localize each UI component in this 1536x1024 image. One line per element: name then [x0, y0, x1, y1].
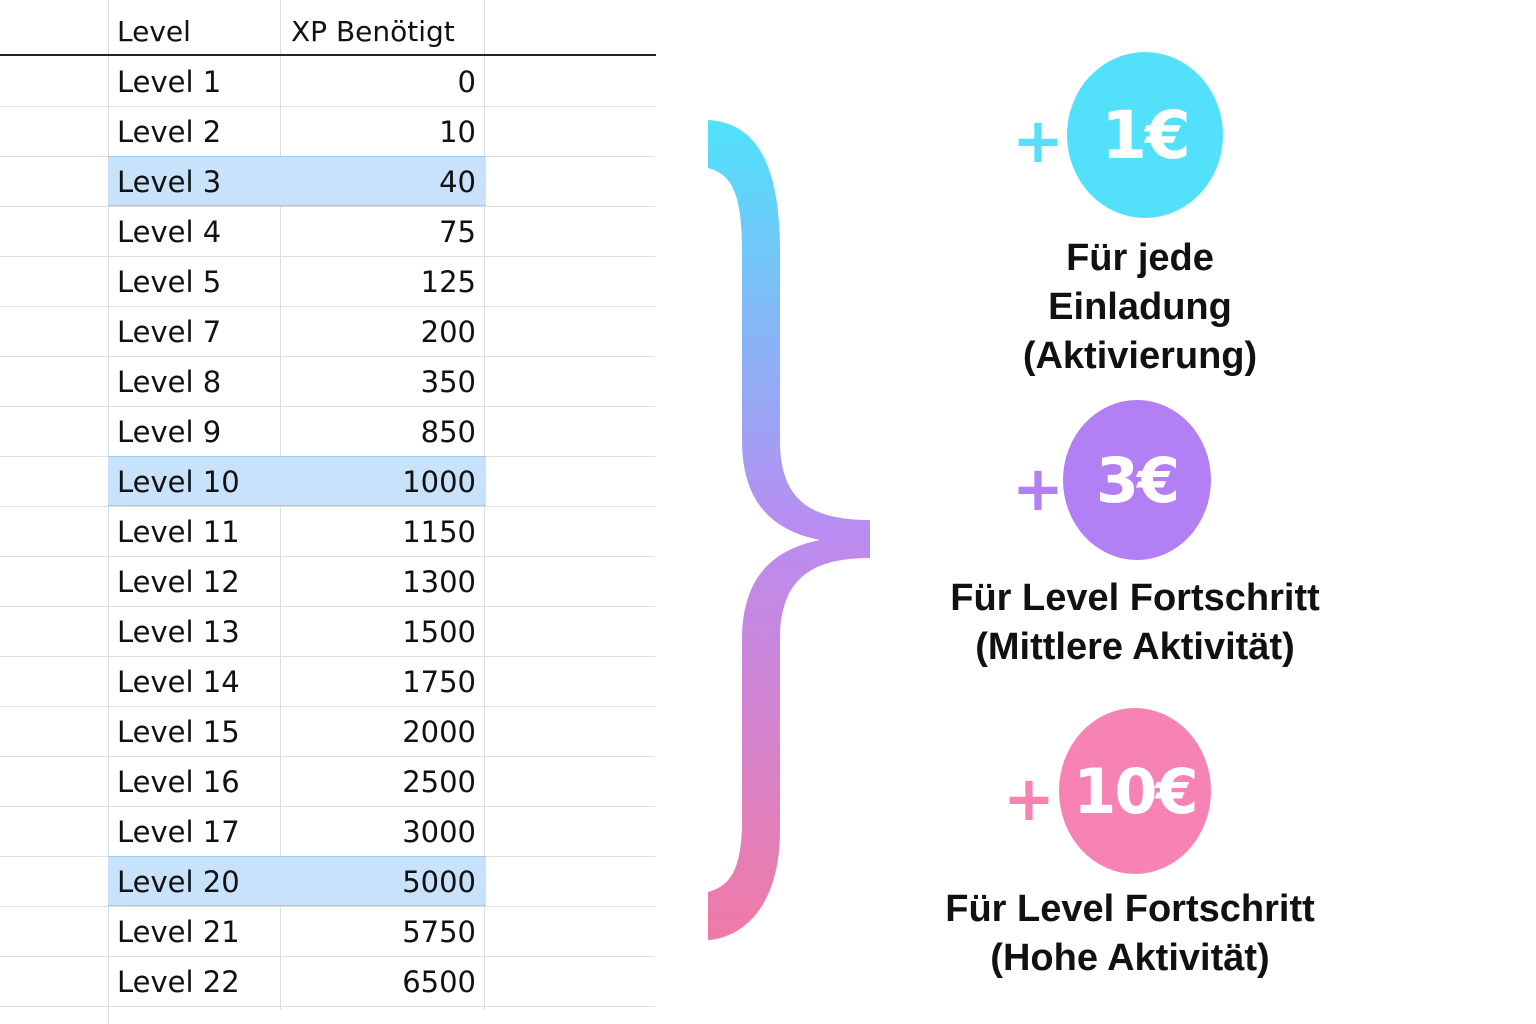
table-row: Level 22 6500 [0, 956, 655, 1007]
level-cell: Level 2 [117, 115, 222, 149]
table-row: Level 21 5750 [0, 906, 655, 957]
xp-cell: 1150 [402, 515, 476, 549]
table-row: Level 11 1150 [0, 506, 655, 557]
level-cell: Level 10 [117, 465, 240, 499]
reward-description: Für Level Fortschritt (Hohe Aktivität) [945, 888, 1315, 979]
xp-cell: 40 [439, 165, 476, 199]
xp-cell: 1000 [402, 465, 476, 499]
xp-cell: 2500 [402, 765, 476, 799]
xp-cell: 5750 [402, 915, 476, 949]
reward-amount-badge: 1€ [1067, 52, 1223, 218]
level-cell: Level 15 [117, 715, 240, 749]
level-cell: Level 9 [117, 415, 222, 449]
row-highlight [108, 156, 486, 206]
level-cell: Level 17 [117, 815, 240, 849]
table-row: Level 15 2000 [0, 706, 655, 757]
xp-cell: 850 [420, 415, 476, 449]
table-row: Level 8 350 [0, 356, 655, 407]
table-row: Level 14 1750 [0, 656, 655, 707]
reward-amount-badge: 10€ [1059, 708, 1211, 874]
table-row: Level 10 1000 [0, 456, 655, 507]
xp-cell: 125 [420, 265, 476, 299]
plus-icon: + [1003, 762, 1055, 835]
level-cell: Level 12 [117, 565, 240, 599]
xp-cell: 75 [439, 215, 476, 249]
xp-cell: 10 [439, 115, 476, 149]
xp-cell: 200 [420, 315, 476, 349]
table-row: Level 20 5000 [0, 856, 655, 907]
xp-cell: 2000 [402, 715, 476, 749]
level-cell: Level 20 [117, 865, 240, 899]
reward-description: Für Level Fortschritt (Mittlere Aktivitä… [950, 577, 1320, 668]
reward-description: Für jede Einladung (Aktivierung) [1022, 237, 1258, 377]
level-cell: Level 5 [117, 265, 222, 299]
level-cell: Level 8 [117, 365, 222, 399]
level-cell: Level 21 [117, 915, 240, 949]
level-cell: Level 3 [117, 165, 222, 199]
column-divider [108, 0, 109, 1024]
header-xp-required: XP Benötigt [291, 15, 455, 48]
level-cell: Level 1 [117, 65, 222, 99]
plus-icon: + [1012, 104, 1064, 177]
level-cell: Level 11 [117, 515, 240, 549]
table-row: Level 12 1300 [0, 556, 655, 607]
table-row: Level 5 125 [0, 256, 655, 307]
table-row: Level 3 40 [0, 156, 655, 207]
reward-amount-badge: 3€ [1063, 400, 1211, 560]
table-row: Level 4 75 [0, 206, 655, 257]
level-cell: Level 4 [117, 215, 222, 249]
table-row: Level 16 2500 [0, 756, 655, 807]
row-highlight [108, 456, 486, 506]
table-row: Level 7 200 [0, 306, 655, 357]
table-row: Level 2 10 [0, 106, 655, 157]
level-cell: Level 7 [117, 315, 222, 349]
level-cell: Level 16 [117, 765, 240, 799]
xp-cell: 1500 [402, 615, 476, 649]
xp-cell: 5000 [402, 865, 476, 899]
level-cell: Level 22 [117, 965, 240, 999]
row-highlight [108, 856, 486, 906]
xp-cell: 1300 [402, 565, 476, 599]
header-level: Level [117, 15, 191, 48]
plus-icon: + [1012, 452, 1064, 525]
xp-level-table: Level XP Benötigt Level 1 0 Level 2 10 Level… [0, 0, 660, 1024]
level-cell: Level 14 [117, 665, 240, 699]
table-row: Level 9 850 [0, 406, 655, 457]
table-row: Level 13 1500 [0, 606, 655, 657]
table-row: Level 1 0 [0, 56, 655, 107]
level-cell: Level 13 [117, 615, 240, 649]
table-header-row: Level XP Benötigt [0, 0, 656, 56]
xp-cell: 6500 [402, 965, 476, 999]
curly-brace-icon [708, 120, 870, 940]
xp-cell: 1750 [402, 665, 476, 699]
xp-cell: 3000 [402, 815, 476, 849]
table-row: Level 17 3000 [0, 806, 655, 857]
xp-cell: 350 [420, 365, 476, 399]
xp-cell: 0 [457, 65, 476, 99]
